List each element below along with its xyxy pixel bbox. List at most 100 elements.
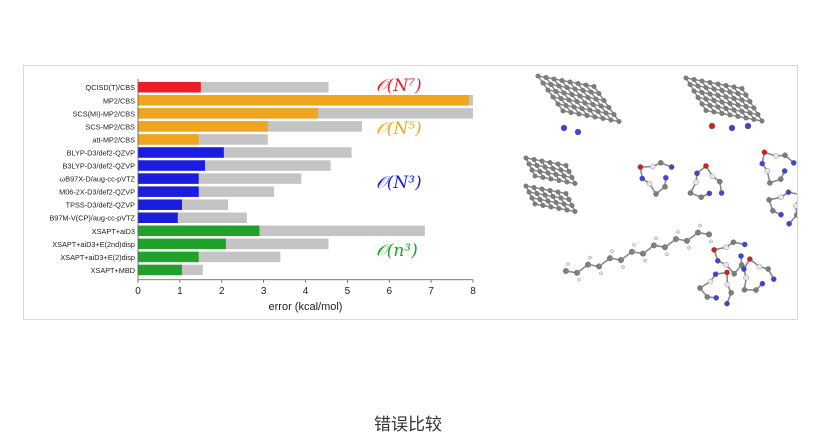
atom-403 [649,163,656,170]
atom-14 [567,79,573,85]
atom-367 [553,200,559,205]
atom-43 [588,89,594,95]
complexity-label-3: 𝒪(n³) [376,241,418,261]
atom-66 [593,96,599,102]
atom-448 [778,211,784,218]
atom-385 [574,128,582,136]
atom-158 [695,83,701,89]
x-tick-label-8: 8 [470,286,476,297]
atom-482 [654,236,658,241]
atom-514 [742,241,748,248]
atom-100 [571,104,577,110]
category-label-9: TPSS-D3/def2-QZVP [66,201,135,210]
atom-34 [564,85,570,90]
atom-242 [747,110,753,116]
atom-321 [572,181,578,186]
atom-529 [756,263,763,270]
atom-401 [639,175,645,182]
atom-523 [759,280,766,287]
category-label-3: SCS-MP2/CBS [86,122,136,131]
atom-216 [735,102,741,108]
atom-542 [697,285,703,291]
atom-285 [542,164,548,170]
category-label-5: BLYP-D3/def2-QZVP [67,148,136,157]
atom-434 [764,168,771,174]
atom-524 [753,287,759,293]
atom-248 [711,109,717,115]
atom-497 [709,239,713,244]
atom-458 [566,262,570,266]
atom-341 [526,189,532,195]
atom-544 [712,271,719,277]
atom-344 [534,191,540,196]
atom-132 [683,75,689,81]
bar-gray-11 [138,225,425,237]
atom-86 [590,102,596,107]
atom-350 [550,194,556,199]
figure-frame: QCISD(T)/CBS MP2/CBS SCS(MI)-MP2/CBS SCS-MP… [23,65,798,320]
category-label-8: M06-2X-D3/def2-QZVP [59,188,135,197]
atom-435 [759,160,765,167]
atom-201 [695,95,701,100]
atom-187 [715,93,721,98]
atom-227 [707,103,713,108]
category-label-4: att-MP2/CBS [92,135,135,144]
atom-374 [532,201,538,207]
atom-233 [723,106,729,111]
atom-135 [691,77,697,82]
x-tick-label-3: 3 [261,286,267,297]
atom-449 [770,208,776,214]
atom-383 [572,209,578,214]
bar-colored-14 [138,264,182,276]
category-label-14: XSAPT+MBD [91,266,135,275]
bar-colored-12 [138,238,226,250]
atom-89 [598,103,604,109]
atom-279 [526,161,532,167]
bar-gray-10 [138,212,247,223]
atom-525 [741,287,748,293]
atom-415 [698,194,704,200]
atom-51 [553,89,559,94]
atom-324 [523,183,529,189]
bar-colored-6 [138,160,205,171]
atom-60 [577,93,583,99]
atom-91 [606,105,612,110]
atom-254 [735,114,741,119]
atom-470 [610,249,614,253]
category-label-1: MP2/CBS [103,96,135,105]
atom-291 [558,167,564,173]
atom-5 [543,75,549,80]
atom-333 [547,188,553,193]
atom-164 [711,86,717,92]
atom-129 [616,119,622,124]
atom-175 [743,92,749,98]
atom-527 [741,266,747,272]
atom-479 [643,258,647,263]
atom-71 [550,94,556,100]
atom-20 [583,82,589,88]
atom-94 [555,101,561,107]
atom-124 [592,114,598,120]
bar-gray-9 [138,199,229,210]
atom-451 [778,194,784,201]
atom-473 [621,265,625,269]
atom-103 [579,106,585,111]
atom-402 [637,164,644,170]
atom-48 [545,87,551,93]
atom-274 [555,161,561,167]
atom-512 [723,244,729,251]
atom-190 [723,94,729,100]
category-label-12: XSAPT+aiD3+E(2nd)disp [52,240,135,249]
atom-496 [706,231,712,238]
atom-491 [687,246,691,250]
atom-464 [588,255,592,260]
atom-382 [564,207,570,213]
atom-431 [781,168,788,174]
atom-314 [540,175,546,180]
atom-380 [556,206,562,211]
atom-63 [585,95,591,100]
bar-colored-9 [138,199,182,210]
atom-97 [563,103,569,108]
atom-461 [577,278,581,282]
atom-361 [537,197,543,202]
